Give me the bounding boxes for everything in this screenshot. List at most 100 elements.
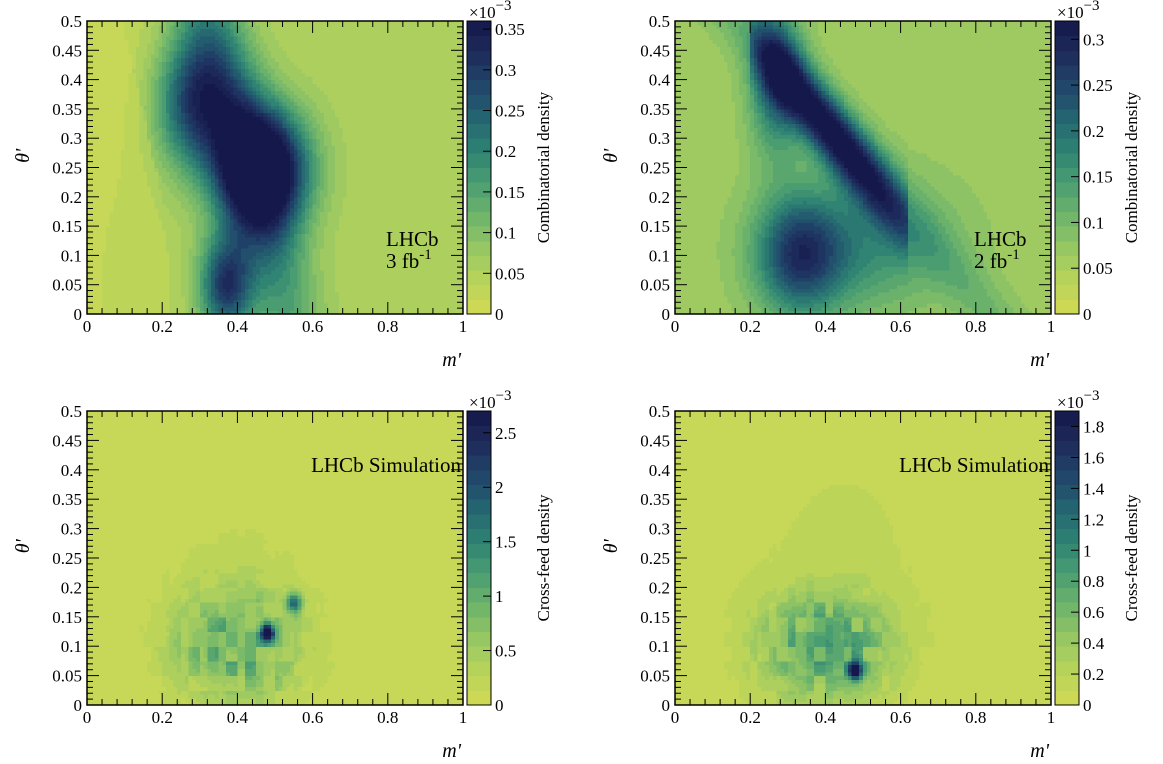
heatmap-cell <box>233 303 238 308</box>
heatmap-cell <box>286 273 291 278</box>
heatmap-cell <box>154 259 160 264</box>
heatmap-cell <box>252 207 257 213</box>
heatmap-cell <box>158 101 163 106</box>
heatmap-cell <box>308 284 314 289</box>
heatmap-cell <box>252 204 257 209</box>
heatmap-cell <box>267 266 272 271</box>
heatmap-cell <box>184 138 190 143</box>
heatmap-cell <box>290 303 295 308</box>
heatmap-cell <box>143 174 148 180</box>
heatmap-cell <box>90 196 96 202</box>
heatmap-cell <box>203 292 208 297</box>
heatmap-cell <box>158 178 163 183</box>
heatmap-cell <box>181 200 186 205</box>
heatmap-cell <box>263 97 269 103</box>
heatmap-cell <box>207 167 212 172</box>
heatmap-cell <box>87 240 92 246</box>
heatmap-cell <box>132 171 137 176</box>
heatmap-cell <box>252 178 257 183</box>
heatmap-cell <box>275 226 280 231</box>
heatmap-cell <box>297 64 302 70</box>
heatmap-cell <box>207 61 212 66</box>
heatmap-cell <box>244 116 250 121</box>
heatmap-cell <box>248 68 254 73</box>
heatmap-cell <box>226 156 231 161</box>
heatmap-cell <box>173 174 178 180</box>
heatmap-cell <box>278 303 284 308</box>
heatmap-cell <box>308 160 314 165</box>
heatmap-cell <box>135 138 141 143</box>
heatmap-cell <box>316 105 321 110</box>
heatmap-cell <box>173 171 178 176</box>
heatmap-cell <box>312 68 317 73</box>
heatmap-cell <box>218 251 223 256</box>
heatmap-cell <box>207 182 212 187</box>
heatmap-cell <box>267 171 272 176</box>
heatmap-cell <box>211 35 216 40</box>
heatmap-cell <box>173 270 178 275</box>
heatmap-cell <box>290 171 295 176</box>
heatmap-cell <box>308 31 314 37</box>
heatmap-cell <box>226 149 231 154</box>
heatmap-cell <box>158 83 163 88</box>
heatmap-cell <box>120 178 126 183</box>
heatmap-cell <box>158 123 163 128</box>
heatmap-cell <box>109 24 114 29</box>
heatmap-cell <box>94 273 99 278</box>
heatmap-cell <box>98 138 103 143</box>
heatmap-cell <box>199 185 205 191</box>
heatmap-cell <box>222 119 227 125</box>
heatmap-cell <box>275 182 280 187</box>
heatmap-cell <box>301 97 306 103</box>
heatmap-cell <box>102 240 107 246</box>
heatmap-cell <box>98 295 103 300</box>
heatmap-cell <box>226 35 231 40</box>
heatmap-cell <box>222 185 227 191</box>
heatmap-cell <box>320 284 325 289</box>
heatmap-cell <box>94 303 99 308</box>
heatmap-cell <box>218 39 223 44</box>
heatmap-cell <box>184 145 190 150</box>
heatmap-cell <box>98 108 103 114</box>
heatmap-cell <box>229 277 235 282</box>
heatmap-cell <box>184 116 190 121</box>
heatmap-cell <box>263 215 269 220</box>
heatmap-cell <box>94 101 99 106</box>
heatmap-cell <box>229 185 235 191</box>
heatmap-cell <box>90 163 96 169</box>
heatmap-cell <box>222 207 227 213</box>
heatmap-cell <box>203 50 208 55</box>
heatmap-cell <box>290 174 295 180</box>
heatmap-cell <box>87 134 92 139</box>
heatmap-cell <box>218 68 223 73</box>
heatmap-cell <box>252 105 257 110</box>
heatmap-cell <box>248 156 254 161</box>
heatmap-cell <box>188 24 193 29</box>
heatmap-cell <box>278 123 284 128</box>
heatmap-cell <box>199 134 205 139</box>
heatmap-cell <box>256 196 261 202</box>
heatmap-cell <box>158 75 163 81</box>
heatmap-cell <box>139 240 144 246</box>
heatmap-cell <box>320 215 325 220</box>
heatmap-cell <box>244 127 250 132</box>
heatmap-cell <box>229 237 235 242</box>
heatmap-cell <box>128 134 133 139</box>
heatmap-cell <box>275 171 280 176</box>
heatmap-cell <box>259 233 265 238</box>
heatmap-cell <box>90 134 96 139</box>
heatmap-cell <box>214 284 220 289</box>
heatmap-cell <box>267 145 272 150</box>
heatmap-cell <box>237 28 242 33</box>
heatmap-cell <box>222 138 227 143</box>
heatmap-cell <box>135 303 141 308</box>
heatmap-cell <box>90 167 96 172</box>
heatmap-cell <box>211 215 216 220</box>
heatmap-cell <box>290 149 295 154</box>
heatmap-cell <box>297 116 302 121</box>
heatmap-cell <box>124 134 129 139</box>
heatmap-cell <box>196 167 201 172</box>
heatmap-cell <box>147 229 152 235</box>
heatmap-cell <box>113 303 118 308</box>
heatmap-cell <box>248 218 254 224</box>
